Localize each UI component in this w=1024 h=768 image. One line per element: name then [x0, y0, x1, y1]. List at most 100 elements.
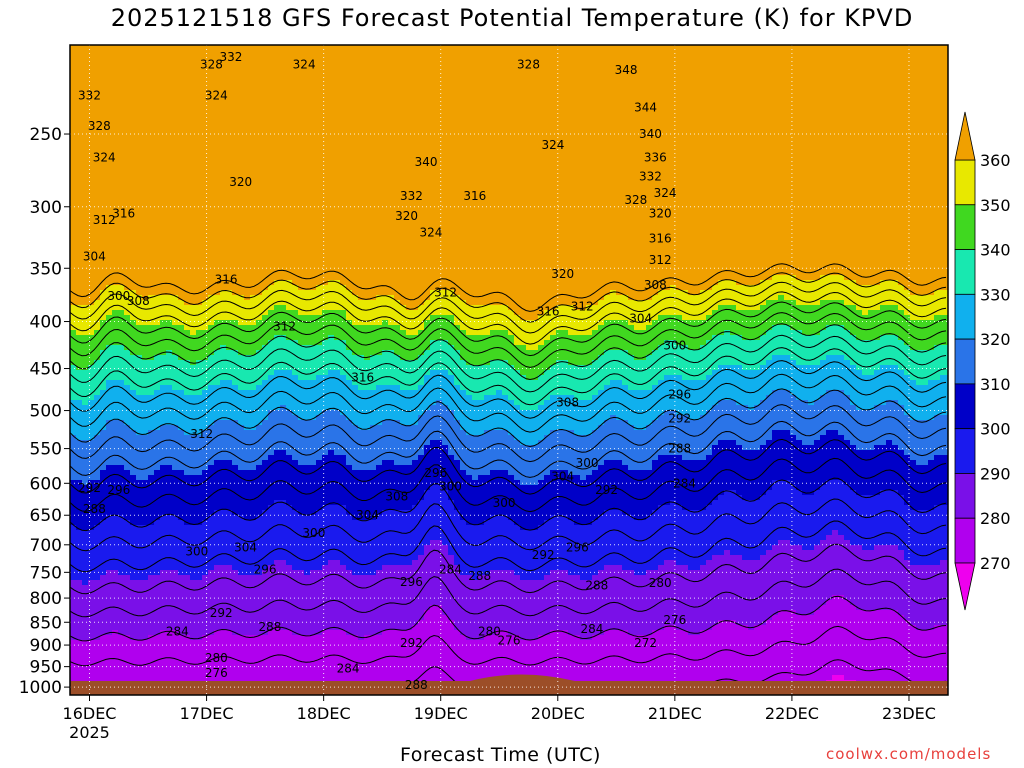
band-cell: [202, 355, 209, 361]
band-cell: [154, 530, 161, 536]
band-cell: [244, 535, 251, 541]
band-cell: [76, 400, 83, 406]
band-cell: [76, 345, 83, 351]
band-cell: [142, 110, 149, 116]
band-cell: [250, 220, 257, 226]
band-cell: [184, 645, 191, 651]
band-cell: [118, 320, 125, 326]
band-cell: [70, 655, 77, 661]
band-cell: [142, 125, 149, 131]
band-cell: [166, 280, 173, 286]
band-cell: [124, 325, 131, 331]
band-cell: [148, 430, 155, 436]
band-cell: [250, 465, 257, 471]
band-cell: [178, 360, 185, 366]
band-cell: [268, 215, 275, 221]
band-cell: [118, 180, 125, 186]
band-cell: [262, 455, 269, 461]
band-cell: [112, 595, 119, 601]
band-cell: [196, 660, 203, 666]
band-cell: [178, 345, 185, 351]
band-cell: [136, 125, 143, 131]
band-cell: [268, 565, 275, 571]
band-cell: [106, 375, 113, 381]
band-cell: [226, 155, 233, 161]
band-cell: [274, 565, 281, 571]
band-cell: [208, 405, 215, 411]
band-cell: [136, 310, 143, 316]
band-cell: [238, 470, 245, 476]
band-cell: [172, 565, 179, 571]
band-cell: [154, 430, 161, 436]
band-cell: [292, 550, 299, 556]
band-cell: [262, 525, 269, 531]
band-cell: [154, 150, 161, 156]
band-cell: [208, 515, 215, 521]
band-cell: [88, 265, 95, 271]
band-cell: [274, 470, 281, 476]
band-cell: [124, 505, 131, 511]
band-cell: [106, 320, 113, 326]
band-cell: [220, 175, 227, 181]
band-cell: [136, 95, 143, 101]
band-cell: [136, 300, 143, 306]
band-cell: [172, 200, 179, 206]
band-cell: [238, 45, 245, 51]
band-cell: [286, 565, 293, 571]
band-cell: [148, 290, 155, 296]
band-cell: [190, 615, 197, 621]
band-cell: [70, 465, 77, 471]
band-cell: [76, 405, 83, 411]
band-cell: [88, 105, 95, 111]
band-cell: [94, 580, 101, 586]
band-cell: [256, 645, 263, 651]
band-cell: [106, 100, 113, 106]
band-cell: [298, 105, 305, 111]
band-cell: [292, 575, 299, 581]
band-cell: [232, 315, 239, 321]
band-cell: [232, 175, 239, 181]
band-cell: [196, 85, 203, 91]
band-cell: [130, 110, 137, 116]
band-cell: [196, 610, 203, 616]
band-cell: [208, 480, 215, 486]
band-cell: [112, 475, 119, 481]
band-cell: [154, 575, 161, 581]
band-cell: [292, 115, 299, 121]
band-cell: [208, 80, 215, 86]
band-cell: [238, 170, 245, 176]
band-cell: [166, 220, 173, 226]
band-cell: [124, 510, 131, 516]
band-cell: [172, 240, 179, 246]
band-cell: [250, 635, 257, 641]
band-cell: [184, 310, 191, 316]
band-cell: [256, 595, 263, 601]
band-cell: [76, 480, 83, 486]
band-cell: [130, 600, 137, 606]
band-cell: [142, 465, 149, 471]
band-cell: [262, 185, 269, 191]
band-cell: [256, 575, 263, 581]
band-cell: [274, 100, 281, 106]
band-cell: [292, 560, 299, 566]
band-cell: [82, 550, 89, 556]
band-cell: [100, 110, 107, 116]
band-cell: [70, 630, 77, 636]
band-cell: [160, 440, 167, 446]
band-cell: [118, 235, 125, 241]
band-cell: [250, 610, 257, 616]
band-cell: [136, 525, 143, 531]
band-cell: [82, 650, 89, 656]
band-cell: [220, 325, 227, 331]
band-cell: [292, 215, 299, 221]
band-cell: [214, 345, 221, 351]
band-cell: [178, 240, 185, 246]
band-cell: [88, 615, 95, 621]
band-cell: [244, 315, 251, 321]
band-cell: [124, 50, 131, 56]
band-cell: [232, 395, 239, 401]
band-cell: [232, 340, 239, 346]
band-cell: [214, 445, 221, 451]
band-cell: [196, 315, 203, 321]
band-cell: [262, 440, 269, 446]
